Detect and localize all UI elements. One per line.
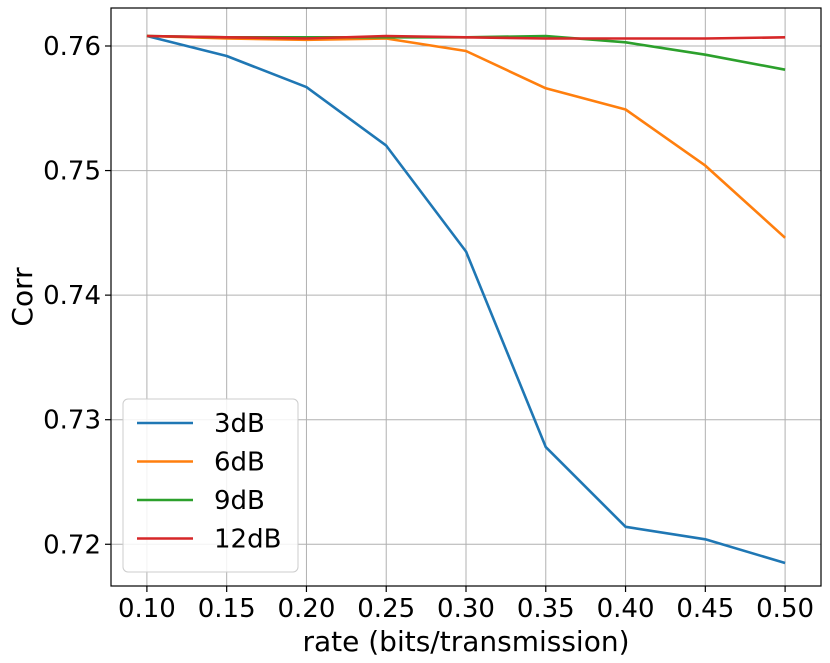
legend-label: 6dB xyxy=(214,448,265,478)
x-tick-label: 0.10 xyxy=(118,594,176,624)
y-axis-label: Corr xyxy=(6,267,39,327)
x-tick-label: 0.40 xyxy=(597,594,655,624)
x-tick-label: 0.15 xyxy=(198,594,256,624)
series-line-3dB xyxy=(146,34,786,565)
series-lines xyxy=(146,34,786,565)
x-tick-label: 0.50 xyxy=(756,594,814,624)
x-axis-ticks: 0.10 0.15 0.20 0.25 0.30 0.35 0.40 0.45 0.50 xyxy=(118,586,814,624)
legend-box xyxy=(122,398,299,573)
y-tick-label: 0.75 xyxy=(43,157,101,187)
x-axis-label: rate (bits/transmission) xyxy=(302,625,629,658)
legend-label: 12dB xyxy=(214,525,281,555)
legend-label: 3dB xyxy=(214,409,265,439)
y-tick-label: 0.74 xyxy=(43,281,101,311)
legend-label: 9dB xyxy=(214,486,265,516)
series-line-12dB xyxy=(146,34,786,40)
x-tick-label: 0.45 xyxy=(676,594,734,624)
y-tick-label: 0.72 xyxy=(43,530,101,560)
x-tick-label: 0.25 xyxy=(357,594,415,624)
y-tick-label: 0.76 xyxy=(43,32,101,62)
y-axis-ticks: 0.72 0.73 0.74 0.75 0.76 xyxy=(43,32,111,560)
y-tick-label: 0.73 xyxy=(43,406,101,436)
legend: 3dB 6dB 9dB 12dB xyxy=(122,398,299,573)
x-tick-label: 0.30 xyxy=(437,594,495,624)
x-tick-label: 0.20 xyxy=(278,594,336,624)
x-tick-label: 0.35 xyxy=(517,594,575,624)
